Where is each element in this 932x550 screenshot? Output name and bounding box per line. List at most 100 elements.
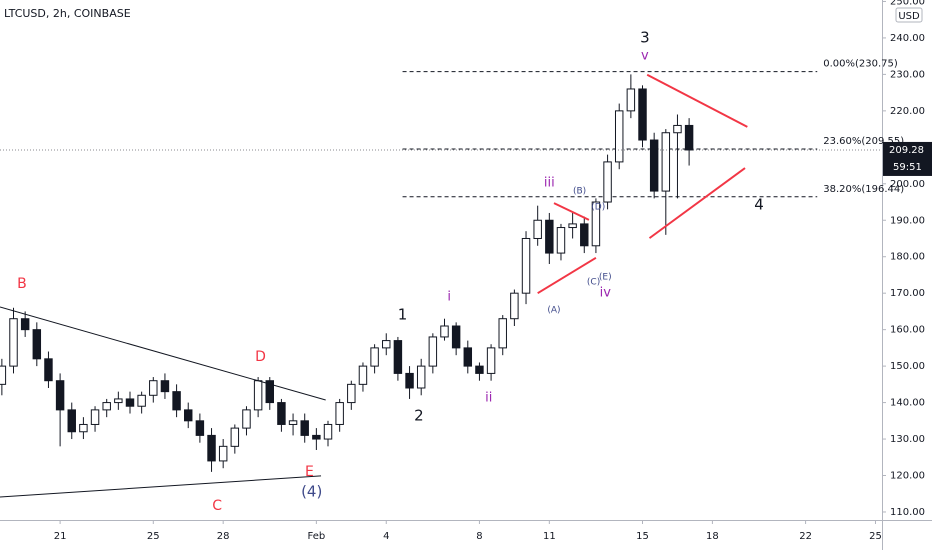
candle-body bbox=[79, 423, 88, 433]
candle-body bbox=[312, 434, 321, 440]
countdown: 59:51 bbox=[893, 162, 922, 173]
y-tick-label: 170.00 bbox=[890, 288, 925, 299]
candle-body bbox=[323, 423, 333, 440]
trendline bbox=[537, 256, 597, 295]
x-tick-label: 8 bbox=[476, 531, 482, 542]
candle-body bbox=[661, 132, 671, 192]
candle-body bbox=[498, 318, 507, 349]
candle-body bbox=[335, 402, 344, 425]
candle-body bbox=[114, 398, 123, 404]
candle-body bbox=[580, 223, 589, 247]
candle-body bbox=[684, 124, 694, 151]
plot: 110.00 120.00 130.00 140.00 150.00 160.00 170.… bbox=[0, 0, 925, 542]
trendline bbox=[648, 167, 746, 239]
wave-label: iii bbox=[544, 176, 555, 191]
y-tick-label: 140.00 bbox=[890, 398, 925, 409]
candle-body bbox=[393, 340, 403, 374]
candle-body bbox=[347, 383, 356, 404]
candle-body bbox=[277, 402, 286, 425]
candle-body bbox=[626, 88, 636, 112]
wave-label: (B) bbox=[573, 187, 586, 197]
candle-body bbox=[44, 358, 53, 382]
x-tick-label: 22 bbox=[799, 531, 812, 542]
x-tick-label: 21 bbox=[54, 531, 67, 542]
candle-body bbox=[125, 398, 135, 407]
candle-body bbox=[568, 223, 577, 229]
wave-label: 2 bbox=[414, 407, 424, 425]
y-tick-label: 160.00 bbox=[890, 325, 925, 336]
x-tick-label: 25 bbox=[869, 531, 882, 542]
currency-box[interactable] bbox=[895, 7, 923, 23]
candle-body bbox=[416, 365, 426, 389]
candle-body bbox=[253, 380, 263, 411]
y-tick-label: 120.00 bbox=[890, 471, 925, 482]
y-tick-label: 230.00 bbox=[890, 69, 925, 80]
candle-body bbox=[9, 318, 18, 367]
fib-label: 0.00%(230.75) bbox=[823, 59, 898, 70]
candle-body bbox=[428, 336, 438, 367]
wave-label: C bbox=[212, 498, 222, 514]
y-tick-label: 180.00 bbox=[890, 252, 925, 263]
candle-body bbox=[265, 380, 274, 404]
y-tick-label: 200.00 bbox=[890, 179, 925, 190]
y-tick-label: 240.00 bbox=[890, 33, 925, 44]
candle-body bbox=[184, 409, 193, 422]
wave-label: (D) bbox=[591, 203, 605, 213]
x-tick-label: 18 bbox=[706, 531, 719, 542]
wave-label: E bbox=[305, 464, 314, 480]
y-tick-label: 250.00 bbox=[890, 0, 925, 7]
currency: USD bbox=[898, 11, 920, 22]
candle-body bbox=[218, 445, 228, 462]
price-tag bbox=[883, 141, 932, 176]
candle-body bbox=[475, 365, 484, 374]
wave-label: 1 bbox=[398, 306, 408, 324]
candle-body bbox=[32, 329, 42, 360]
candle-body bbox=[591, 201, 601, 247]
candle-body bbox=[160, 380, 170, 393]
wave-label: (4) bbox=[301, 482, 322, 500]
wave-label: i bbox=[447, 289, 451, 304]
x-tick-label: 28 bbox=[217, 531, 230, 542]
fib-label: 38.20%(196.44) bbox=[823, 184, 904, 195]
candle-body bbox=[137, 394, 146, 407]
y-tick-label: 220.00 bbox=[890, 106, 925, 117]
candle-body bbox=[556, 227, 566, 254]
candle-body bbox=[300, 420, 309, 436]
candle-body bbox=[510, 292, 519, 320]
wave-label: B bbox=[17, 276, 27, 292]
wave-label: 3 bbox=[640, 28, 650, 46]
wave-label: (E) bbox=[599, 273, 612, 283]
wave-label: D bbox=[255, 349, 266, 365]
candle-body bbox=[90, 409, 100, 425]
x-tick-label: 4 bbox=[383, 531, 389, 542]
y-tick-label: 190.00 bbox=[890, 215, 925, 226]
candle-body bbox=[172, 391, 181, 411]
price-tag-label: 209.28 bbox=[889, 145, 924, 156]
candle-body bbox=[440, 325, 449, 338]
wave-label: ii bbox=[485, 390, 492, 405]
candle-body bbox=[370, 347, 379, 367]
x-tick-label: 25 bbox=[147, 531, 160, 542]
wave-label: iv bbox=[600, 286, 612, 301]
candle-body bbox=[638, 88, 647, 141]
candle-body bbox=[545, 219, 554, 254]
candle-body bbox=[195, 420, 205, 436]
wave-label: 4 bbox=[754, 195, 764, 213]
candle-body bbox=[102, 402, 111, 411]
candle-body bbox=[405, 372, 414, 389]
candle-body bbox=[288, 420, 298, 425]
candle-body bbox=[486, 347, 496, 374]
candle-body bbox=[242, 409, 251, 429]
chart-title: LTCUSD, 2h, COINBASE bbox=[4, 7, 131, 20]
x-tick-label: 11 bbox=[543, 531, 556, 542]
candle-body bbox=[603, 161, 612, 203]
candle-body bbox=[149, 380, 158, 396]
candle-body bbox=[382, 340, 391, 349]
fib-label: 23.60%(209.55) bbox=[823, 136, 904, 147]
candle-body bbox=[0, 365, 7, 385]
candle-body bbox=[20, 318, 30, 331]
candle-body bbox=[673, 124, 682, 134]
y-tick-label: 130.00 bbox=[890, 434, 925, 445]
